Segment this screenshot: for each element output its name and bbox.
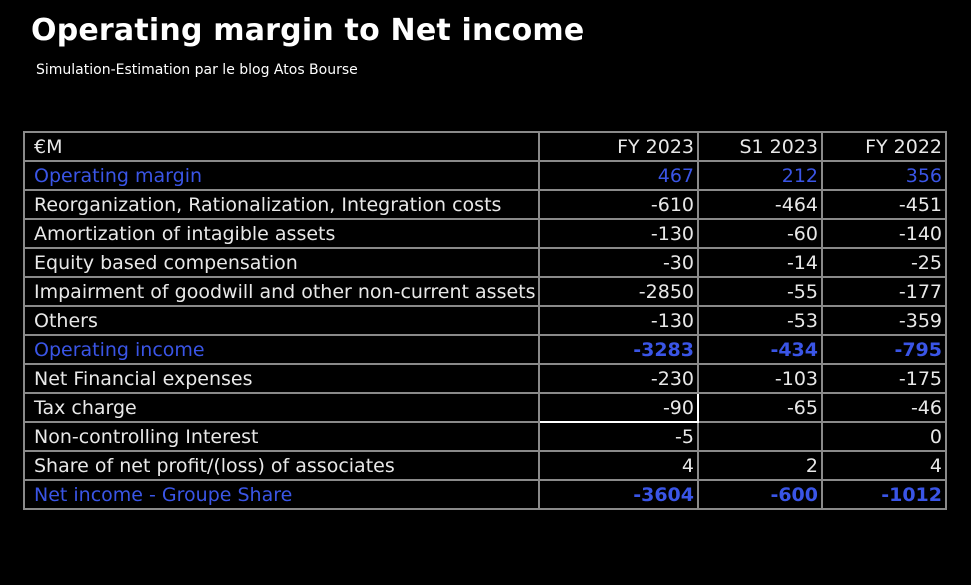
cell-fy2022[interactable]: 0: [821, 421, 947, 452]
cell-fy2022[interactable]: 4: [821, 450, 947, 481]
cell-fy2022[interactable]: 356: [821, 160, 947, 191]
column-header-unit[interactable]: €M: [23, 131, 540, 162]
row-label[interactable]: Operating margin: [23, 160, 540, 191]
cell-fy2022[interactable]: -359: [821, 305, 947, 336]
cell-fy2022[interactable]: -177: [821, 276, 947, 307]
table-row: Operating margin 467 212 356: [23, 160, 947, 191]
row-label[interactable]: Equity based compensation: [23, 247, 540, 278]
cell-s12023[interactable]: [697, 421, 823, 452]
page-subtitle: Simulation-Estimation par le blog Atos B…: [36, 62, 358, 78]
cell-fy2022[interactable]: -175: [821, 363, 947, 394]
cell-fy2023[interactable]: -3604: [538, 479, 699, 510]
cell-fy2022[interactable]: -451: [821, 189, 947, 220]
row-label[interactable]: Net income - Groupe Share: [23, 479, 540, 510]
cell-fy2023[interactable]: -230: [538, 363, 699, 394]
cell-s12023[interactable]: -103: [697, 363, 823, 394]
column-header-fy2023[interactable]: FY 2023: [538, 131, 699, 162]
cell-fy2022[interactable]: -46: [821, 392, 947, 423]
table-row: Equity based compensation -30 -14 -25: [23, 247, 947, 278]
cell-s12023[interactable]: -434: [697, 334, 823, 365]
row-label[interactable]: Net Financial expenses: [23, 363, 540, 394]
table-row: Net income - Groupe Share -3604 -600 -10…: [23, 479, 947, 510]
row-label[interactable]: Reorganization, Rationalization, Integra…: [23, 189, 540, 220]
cell-fy2022[interactable]: -140: [821, 218, 947, 249]
cell-s12023[interactable]: -53: [697, 305, 823, 336]
row-label[interactable]: Operating income: [23, 334, 540, 365]
table-header-row: €M FY 2023 S1 2023 FY 2022: [23, 131, 947, 162]
cell-fy2023[interactable]: -130: [538, 218, 699, 249]
row-label[interactable]: Impairment of goodwill and other non-cur…: [23, 276, 540, 307]
column-header-s12023[interactable]: S1 2023: [697, 131, 823, 162]
table-row: Amortization of intagible assets -130 -6…: [23, 218, 947, 249]
cell-s12023[interactable]: -600: [697, 479, 823, 510]
column-header-fy2022[interactable]: FY 2022: [821, 131, 947, 162]
cell-s12023[interactable]: -14: [697, 247, 823, 278]
table-row: Non-controlling Interest -5 0: [23, 421, 947, 452]
cell-fy2022[interactable]: -795: [821, 334, 947, 365]
table-row: Tax charge -90 -65 -46: [23, 392, 947, 423]
cell-s12023[interactable]: -55: [697, 276, 823, 307]
cell-fy2023[interactable]: -30: [538, 247, 699, 278]
cell-s12023[interactable]: -65: [697, 392, 823, 423]
page-title: Operating margin to Net income: [31, 13, 585, 48]
row-label[interactable]: Amortization of intagible assets: [23, 218, 540, 249]
table-row: Reorganization, Rationalization, Integra…: [23, 189, 947, 220]
table-row: Impairment of goodwill and other non-cur…: [23, 276, 947, 307]
table-row: Others -130 -53 -359: [23, 305, 947, 336]
cell-fy2023[interactable]: -3283: [538, 334, 699, 365]
cell-fy2022[interactable]: -25: [821, 247, 947, 278]
cell-fy2022[interactable]: -1012: [821, 479, 947, 510]
cell-s12023[interactable]: 212: [697, 160, 823, 191]
row-label[interactable]: Share of net profit/(loss) of associates: [23, 450, 540, 481]
row-label[interactable]: Non-controlling Interest: [23, 421, 540, 452]
row-label[interactable]: Others: [23, 305, 540, 336]
table-row: Share of net profit/(loss) of associates…: [23, 450, 947, 481]
table-row: Net Financial expenses -230 -103 -175: [23, 363, 947, 394]
financial-table: €M FY 2023 S1 2023 FY 2022 Operating mar…: [23, 131, 947, 510]
cell-s12023[interactable]: -60: [697, 218, 823, 249]
cell-fy2023-selected[interactable]: -90: [538, 392, 699, 423]
cell-fy2023[interactable]: 4: [538, 450, 699, 481]
row-label[interactable]: Tax charge: [23, 392, 540, 423]
table-row: Operating income -3283 -434 -795: [23, 334, 947, 365]
cell-fy2023[interactable]: -130: [538, 305, 699, 336]
cell-s12023[interactable]: -464: [697, 189, 823, 220]
cell-fy2023[interactable]: -2850: [538, 276, 699, 307]
cell-fy2023[interactable]: -5: [538, 421, 699, 452]
cell-fy2023[interactable]: -610: [538, 189, 699, 220]
cell-fy2023[interactable]: 467: [538, 160, 699, 191]
cell-s12023[interactable]: 2: [697, 450, 823, 481]
